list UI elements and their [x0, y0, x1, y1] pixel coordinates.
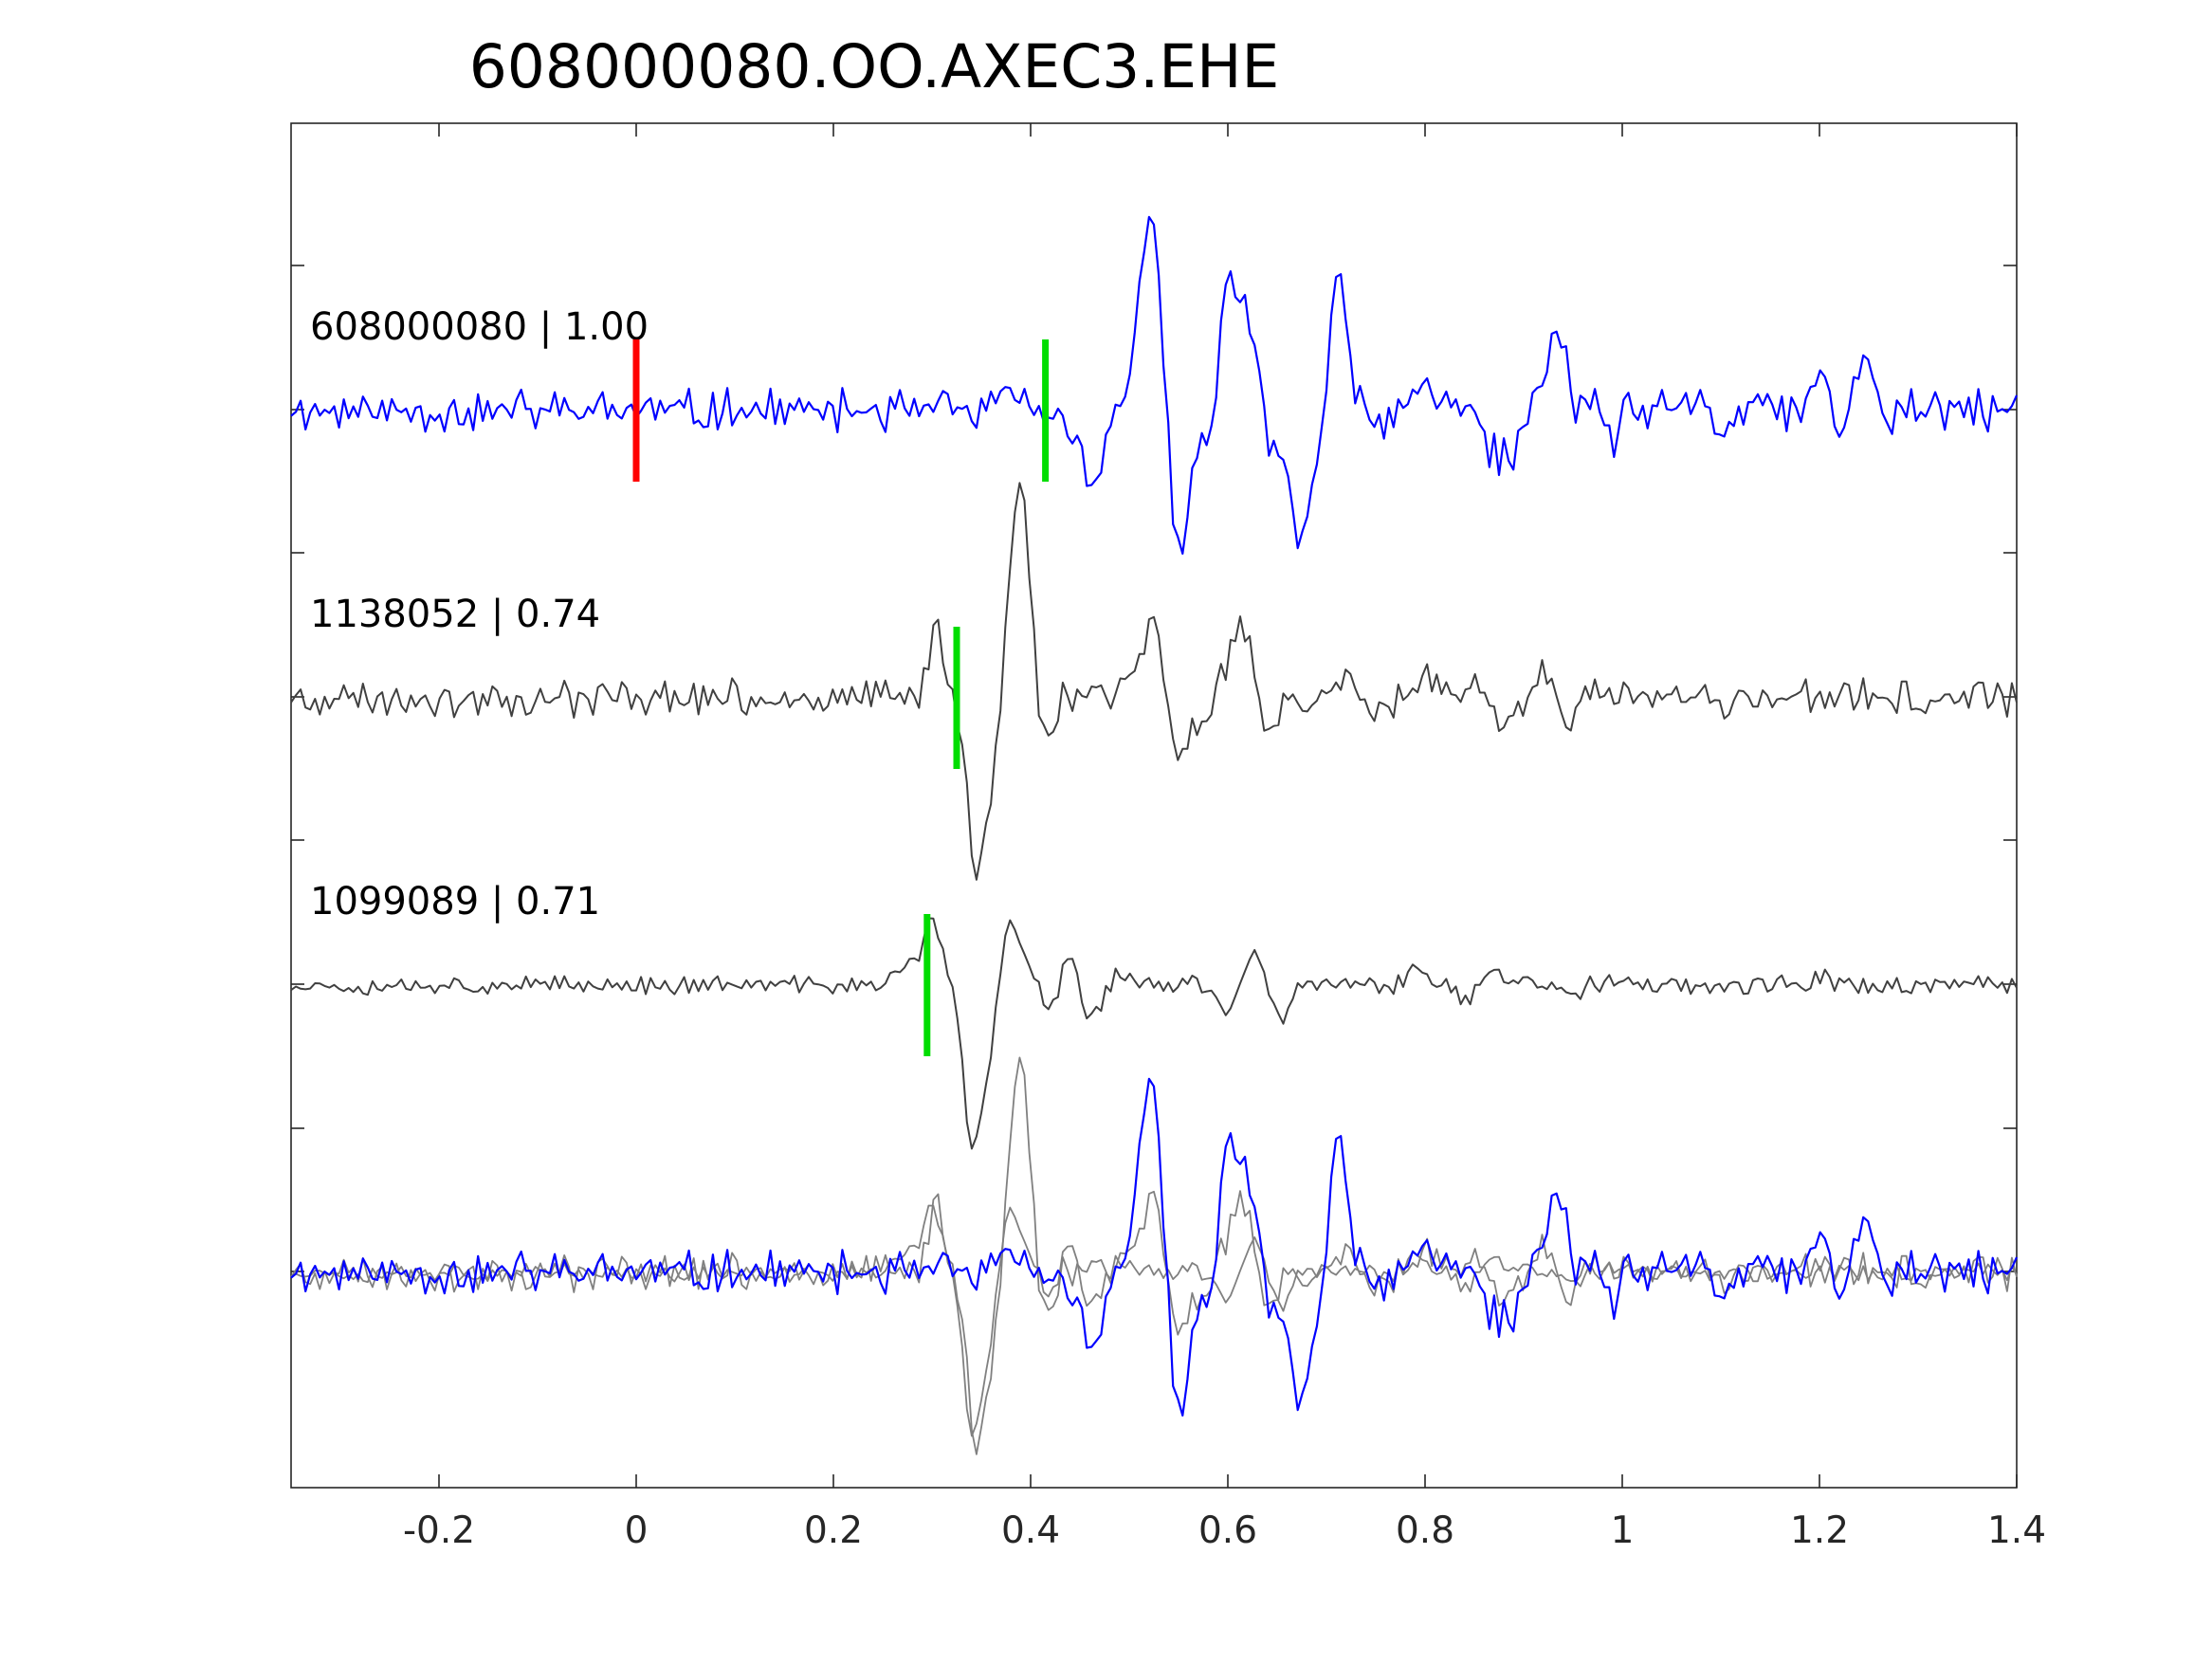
- trace-label-1099089: 1099089 | 0.71: [310, 880, 600, 923]
- trace-label-608000080: 608000080 | 1.00: [310, 305, 649, 349]
- x-tick-label: 1: [1611, 1509, 1635, 1552]
- x-tick-label: 1.4: [1987, 1509, 2046, 1552]
- axes-box: [290, 122, 2018, 1489]
- x-tick-label: 0.4: [1001, 1509, 1060, 1552]
- trace-608000080: [290, 215, 2019, 555]
- x-tick-label: 0: [625, 1509, 649, 1552]
- x-tick-label: 0.2: [804, 1509, 863, 1552]
- overlay-trace-608000080: [290, 1077, 2019, 1417]
- trace-label-1138052: 1138052 | 0.74: [310, 593, 600, 636]
- x-tick-label: 0.8: [1396, 1509, 1454, 1552]
- overlay-trace-1099089: [290, 1204, 2018, 1437]
- trace-1099089: [290, 917, 2018, 1150]
- overlay-trace-1138052: [290, 1056, 2018, 1455]
- trace-1138052: [290, 482, 2018, 881]
- chart-title: 608000080.OO.AXEC3.EHE: [469, 32, 1280, 101]
- plot-area: -0.2 0 0.2 0.4 0.6 0.8 1 1.2 1.4 608000080 | 1.00…: [290, 122, 2046, 1552]
- x-tick-label: 1.2: [1790, 1509, 1849, 1552]
- x-tick-label: 0.6: [1198, 1509, 1257, 1552]
- x-tick-label: -0.2: [403, 1509, 475, 1552]
